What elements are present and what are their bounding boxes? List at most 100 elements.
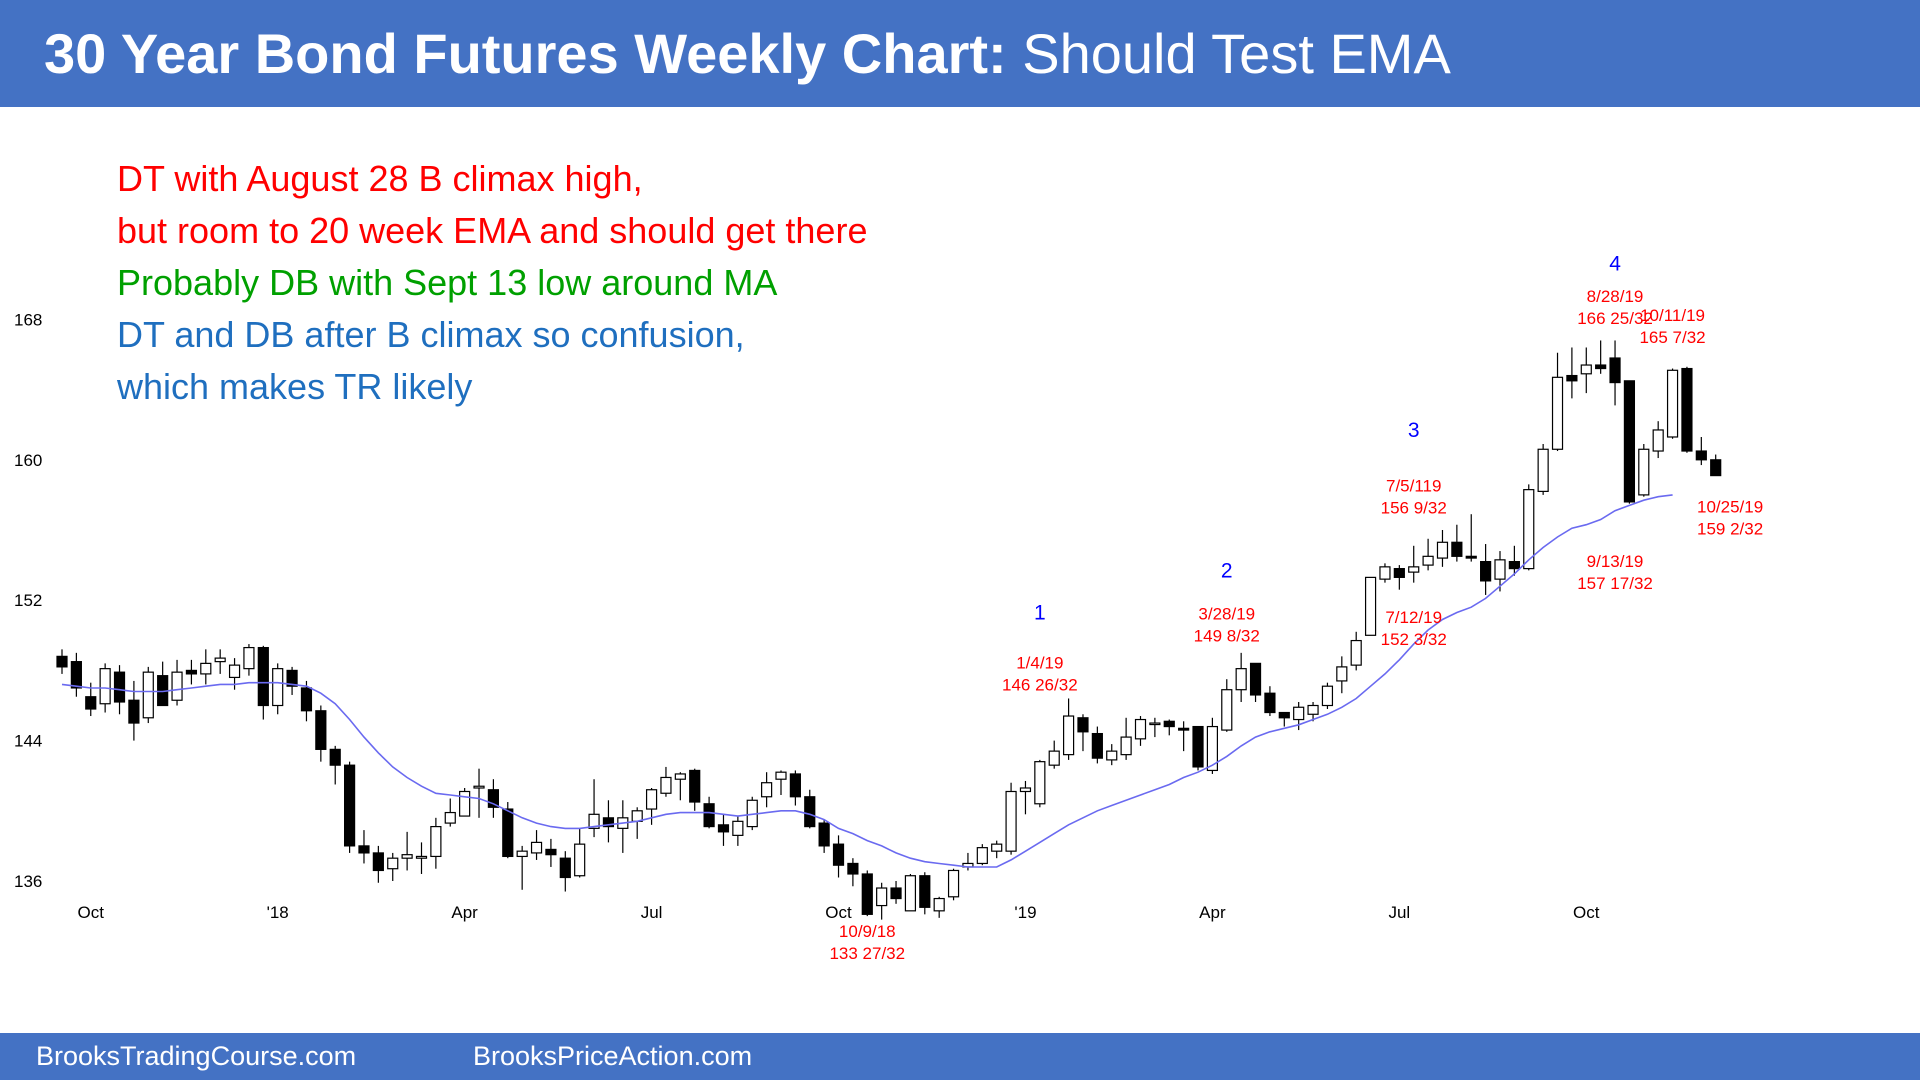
candle-up	[761, 782, 773, 798]
candle-down	[1451, 541, 1463, 557]
candle-down	[56, 655, 68, 668]
y-tick-label: 152	[14, 591, 42, 610]
candle-down	[372, 852, 384, 872]
candle-up	[588, 813, 600, 829]
candle-down	[1163, 720, 1175, 728]
candle-up	[1523, 489, 1535, 570]
candle-down	[689, 769, 701, 803]
price-label-value: 157 17/32	[1577, 574, 1653, 593]
candle-up	[1221, 689, 1233, 731]
candle-up	[732, 820, 744, 836]
candle-up	[1336, 666, 1348, 682]
candle-down	[286, 669, 298, 687]
price-label-value: 159 2/32	[1697, 519, 1763, 538]
candle-down	[890, 887, 902, 900]
candle-up	[171, 671, 183, 701]
candle-up	[387, 857, 399, 870]
price-label-date: 10/9/18	[839, 922, 896, 941]
price-label-value: 165 7/32	[1639, 328, 1705, 347]
x-tick-label: '18	[267, 903, 289, 922]
y-tick-label: 168	[14, 310, 42, 329]
candle-down	[1264, 692, 1276, 714]
candle-down	[1192, 725, 1204, 768]
candle-up	[1551, 376, 1564, 450]
swing-number-label: 3	[1408, 419, 1420, 442]
candlestick-chart: 136 144 152 160 168 Oct '18 Apr Jul Oct '19 Apr Jul O…	[14, 158, 1763, 963]
commentary-line: but room to 20 week EMA and should get t…	[117, 210, 867, 251]
candle-down	[703, 803, 715, 828]
candle-up	[933, 897, 945, 912]
candle-up	[243, 646, 255, 670]
candle-up	[228, 664, 241, 679]
candle-up	[660, 776, 672, 794]
candle-down	[70, 661, 82, 689]
candle-up	[1408, 566, 1420, 573]
candle-down	[1278, 711, 1290, 719]
commentary-line: DT and DB after B climax so confusion,	[117, 314, 745, 355]
candle-down	[1091, 732, 1103, 759]
candle-up	[1652, 429, 1664, 452]
candle-up	[1494, 559, 1506, 580]
candle-down	[128, 699, 140, 724]
chart-title-bold: 30 Year Bond Futures Weekly Chart:	[44, 22, 1007, 85]
candle-up	[1307, 704, 1319, 715]
candle-down	[1508, 560, 1520, 570]
candle-up	[1034, 761, 1046, 805]
candle-up	[876, 887, 888, 907]
candle-up	[516, 850, 528, 858]
candle-down	[1178, 727, 1190, 731]
candle-up	[1321, 685, 1334, 707]
candle-up	[272, 668, 284, 707]
candle-down	[1077, 717, 1089, 733]
candle-up	[1638, 448, 1650, 496]
candle-up	[444, 811, 456, 824]
candle-up	[976, 847, 988, 865]
commentary-line: Probably DB with Sept 13 low around MA	[117, 262, 777, 303]
price-label-date: 7/5/119	[1386, 476, 1441, 495]
candle-up	[1235, 668, 1247, 691]
candle-down	[861, 873, 873, 915]
candle-down	[559, 857, 571, 879]
candle-up	[401, 854, 413, 859]
candle-up	[775, 771, 787, 780]
candle-up	[1206, 725, 1219, 772]
candle-up	[1120, 736, 1132, 756]
candle-up	[1537, 448, 1549, 492]
swing-number-label: 2	[1221, 559, 1233, 582]
price-label-value: 149 8/32	[1194, 627, 1260, 646]
candle-up	[473, 785, 485, 789]
candle-down	[847, 862, 859, 875]
candle-up	[530, 841, 543, 854]
x-tick-label: Apr	[1199, 903, 1226, 922]
price-label-value: 152 3/32	[1381, 630, 1447, 649]
candle-down	[1710, 459, 1722, 477]
price-label-value: 133 27/32	[829, 944, 905, 963]
candle-up	[415, 855, 428, 859]
candle-up	[1364, 576, 1377, 636]
candle-down	[545, 848, 557, 856]
candle-up	[1436, 541, 1449, 559]
x-tick-label: Oct	[78, 903, 105, 922]
candle-up	[200, 662, 212, 675]
candle-down	[1695, 450, 1707, 461]
candle-up	[1580, 364, 1592, 375]
price-label-date: 10/11/19	[1640, 306, 1705, 325]
price-label-value: 146 26/32	[1002, 676, 1078, 695]
footer-site-trading-course[interactable]: BrooksTradingCourse.com	[36, 1041, 357, 1071]
candle-up	[142, 671, 154, 719]
candle-down	[487, 789, 499, 808]
candle-up	[947, 869, 960, 898]
commentary-line: DT with August 28 B climax high,	[117, 158, 643, 199]
y-tick-label: 144	[14, 732, 42, 751]
candle-up	[1422, 555, 1434, 566]
footer-site-price-action[interactable]: BrooksPriceAction.com	[473, 1041, 753, 1071]
candle-up	[991, 843, 1003, 852]
candle-down	[1609, 357, 1621, 384]
price-label-value: 156 9/32	[1381, 498, 1447, 517]
candle-down	[818, 822, 830, 847]
candle-up	[1149, 722, 1161, 726]
candle-up	[430, 825, 442, 858]
candle-down	[1595, 364, 1607, 370]
candle-up	[1062, 715, 1075, 756]
swing-number-label: 4	[1609, 252, 1621, 275]
